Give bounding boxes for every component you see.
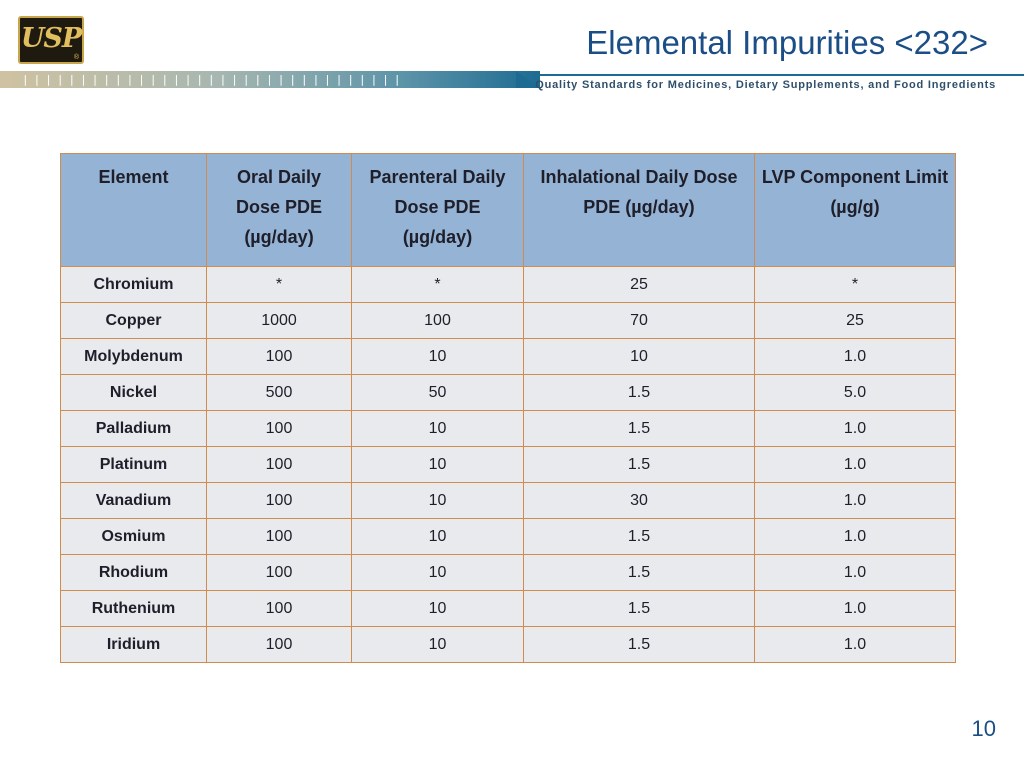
cell-element: Iridium (60, 626, 207, 663)
table-row: Copper 1000 100 70 25 (60, 302, 956, 339)
cell-oral-pde: 100 (206, 482, 352, 519)
cell-parenteral-pde: 10 (351, 554, 524, 591)
table-row: Chromium * * 25 * (60, 266, 956, 303)
cell-parenteral-pde: 10 (351, 590, 524, 627)
cell-oral-pde: * (206, 266, 352, 303)
cell-oral-pde: 100 (206, 446, 352, 483)
cell-element: Chromium (60, 266, 207, 303)
header-parenteral-daily-dose-pde: Parenteral Daily Dose PDE (µg/day) (351, 153, 524, 267)
cell-parenteral-pde: 10 (351, 626, 524, 663)
cell-lvp-limit: 1.0 (754, 338, 956, 375)
cell-inhalational-pde: 10 (523, 338, 755, 375)
cell-element: Molybdenum (60, 338, 207, 375)
cell-oral-pde: 100 (206, 590, 352, 627)
usp-logo: USP ® (18, 16, 84, 64)
table-row: Palladium 100 10 1.5 1.0 (60, 410, 956, 447)
header-element: Element (60, 153, 207, 267)
cell-oral-pde: 500 (206, 374, 352, 411)
table-row: Nickel 500 50 1.5 5.0 (60, 374, 956, 411)
cell-oral-pde: 100 (206, 554, 352, 591)
cell-oral-pde: 1000 (206, 302, 352, 339)
cell-parenteral-pde: 10 (351, 410, 524, 447)
cell-lvp-limit: 1.0 (754, 482, 956, 519)
cell-lvp-limit: * (754, 266, 956, 303)
elemental-impurities-table: Element Oral Daily Dose PDE (µg/day) Par… (60, 153, 956, 663)
table-row: Molybdenum 100 10 10 1.0 (60, 338, 956, 375)
cell-oral-pde: 100 (206, 410, 352, 447)
cell-element: Copper (60, 302, 207, 339)
usp-tagline: Quality Standards for Medicines, Dietary… (535, 79, 996, 91)
cell-oral-pde: 100 (206, 626, 352, 663)
cell-element: Palladium (60, 410, 207, 447)
header-bar-arrow (516, 71, 540, 88)
cell-parenteral-pde: 100 (351, 302, 524, 339)
cell-inhalational-pde: 25 (523, 266, 755, 303)
table-row: Vanadium 100 10 30 1.0 (60, 482, 956, 519)
table-row: Osmium 100 10 1.5 1.0 (60, 518, 956, 555)
cell-oral-pde: 100 (206, 518, 352, 555)
cell-parenteral-pde: 10 (351, 338, 524, 375)
cell-lvp-limit: 1.0 (754, 590, 956, 627)
cell-element: Platinum (60, 446, 207, 483)
ruler-ticks-decoration: ||||||||||||||||||||||||||||||||| (22, 73, 406, 86)
cell-inhalational-pde: 30 (523, 482, 755, 519)
table-row: Iridium 100 10 1.5 1.0 (60, 626, 956, 663)
cell-lvp-limit: 1.0 (754, 554, 956, 591)
table-row: Platinum 100 10 1.5 1.0 (60, 446, 956, 483)
cell-inhalational-pde: 1.5 (523, 554, 755, 591)
usp-logo-text: USP (20, 23, 82, 54)
cell-parenteral-pde: 50 (351, 374, 524, 411)
page-number: 10 (971, 716, 996, 741)
cell-parenteral-pde: 10 (351, 482, 524, 519)
cell-element: Ruthenium (60, 590, 207, 627)
cell-parenteral-pde: 10 (351, 518, 524, 555)
cell-lvp-limit: 1.0 (754, 626, 956, 663)
cell-lvp-limit: 1.0 (754, 518, 956, 555)
table-row: Ruthenium 100 10 1.5 1.0 (60, 590, 956, 627)
cell-inhalational-pde: 70 (523, 302, 755, 339)
cell-inhalational-pde: 1.5 (523, 626, 755, 663)
cell-element: Rhodium (60, 554, 207, 591)
slide-title: Elemental Impurities <232> (586, 24, 988, 61)
cell-inhalational-pde: 1.5 (523, 590, 755, 627)
header-oral-daily-dose-pde: Oral Daily Dose PDE (µg/day) (206, 153, 352, 267)
cell-inhalational-pde: 1.5 (523, 518, 755, 555)
cell-oral-pde: 100 (206, 338, 352, 375)
header-lvp-component-limit: LVP Component Limit (µg/g) (754, 153, 956, 267)
decorative-header-bar: ||||||||||||||||||||||||||||||||| (0, 71, 540, 88)
cell-lvp-limit: 5.0 (754, 374, 956, 411)
cell-inhalational-pde: 1.5 (523, 374, 755, 411)
cell-lvp-limit: 1.0 (754, 446, 956, 483)
cell-element: Nickel (60, 374, 207, 411)
cell-element: Osmium (60, 518, 207, 555)
cell-parenteral-pde: 10 (351, 446, 524, 483)
table-header-row: Element Oral Daily Dose PDE (µg/day) Par… (60, 153, 956, 267)
header-rule-line (540, 74, 1024, 76)
cell-parenteral-pde: * (351, 266, 524, 303)
cell-inhalational-pde: 1.5 (523, 446, 755, 483)
cell-lvp-limit: 1.0 (754, 410, 956, 447)
cell-lvp-limit: 25 (754, 302, 956, 339)
cell-element: Vanadium (60, 482, 207, 519)
registered-mark: ® (73, 54, 79, 61)
cell-inhalational-pde: 1.5 (523, 410, 755, 447)
table-row: Rhodium 100 10 1.5 1.0 (60, 554, 956, 591)
header-inhalational-daily-dose-pde: Inhalational Daily Dose PDE (µg/day) (523, 153, 755, 267)
